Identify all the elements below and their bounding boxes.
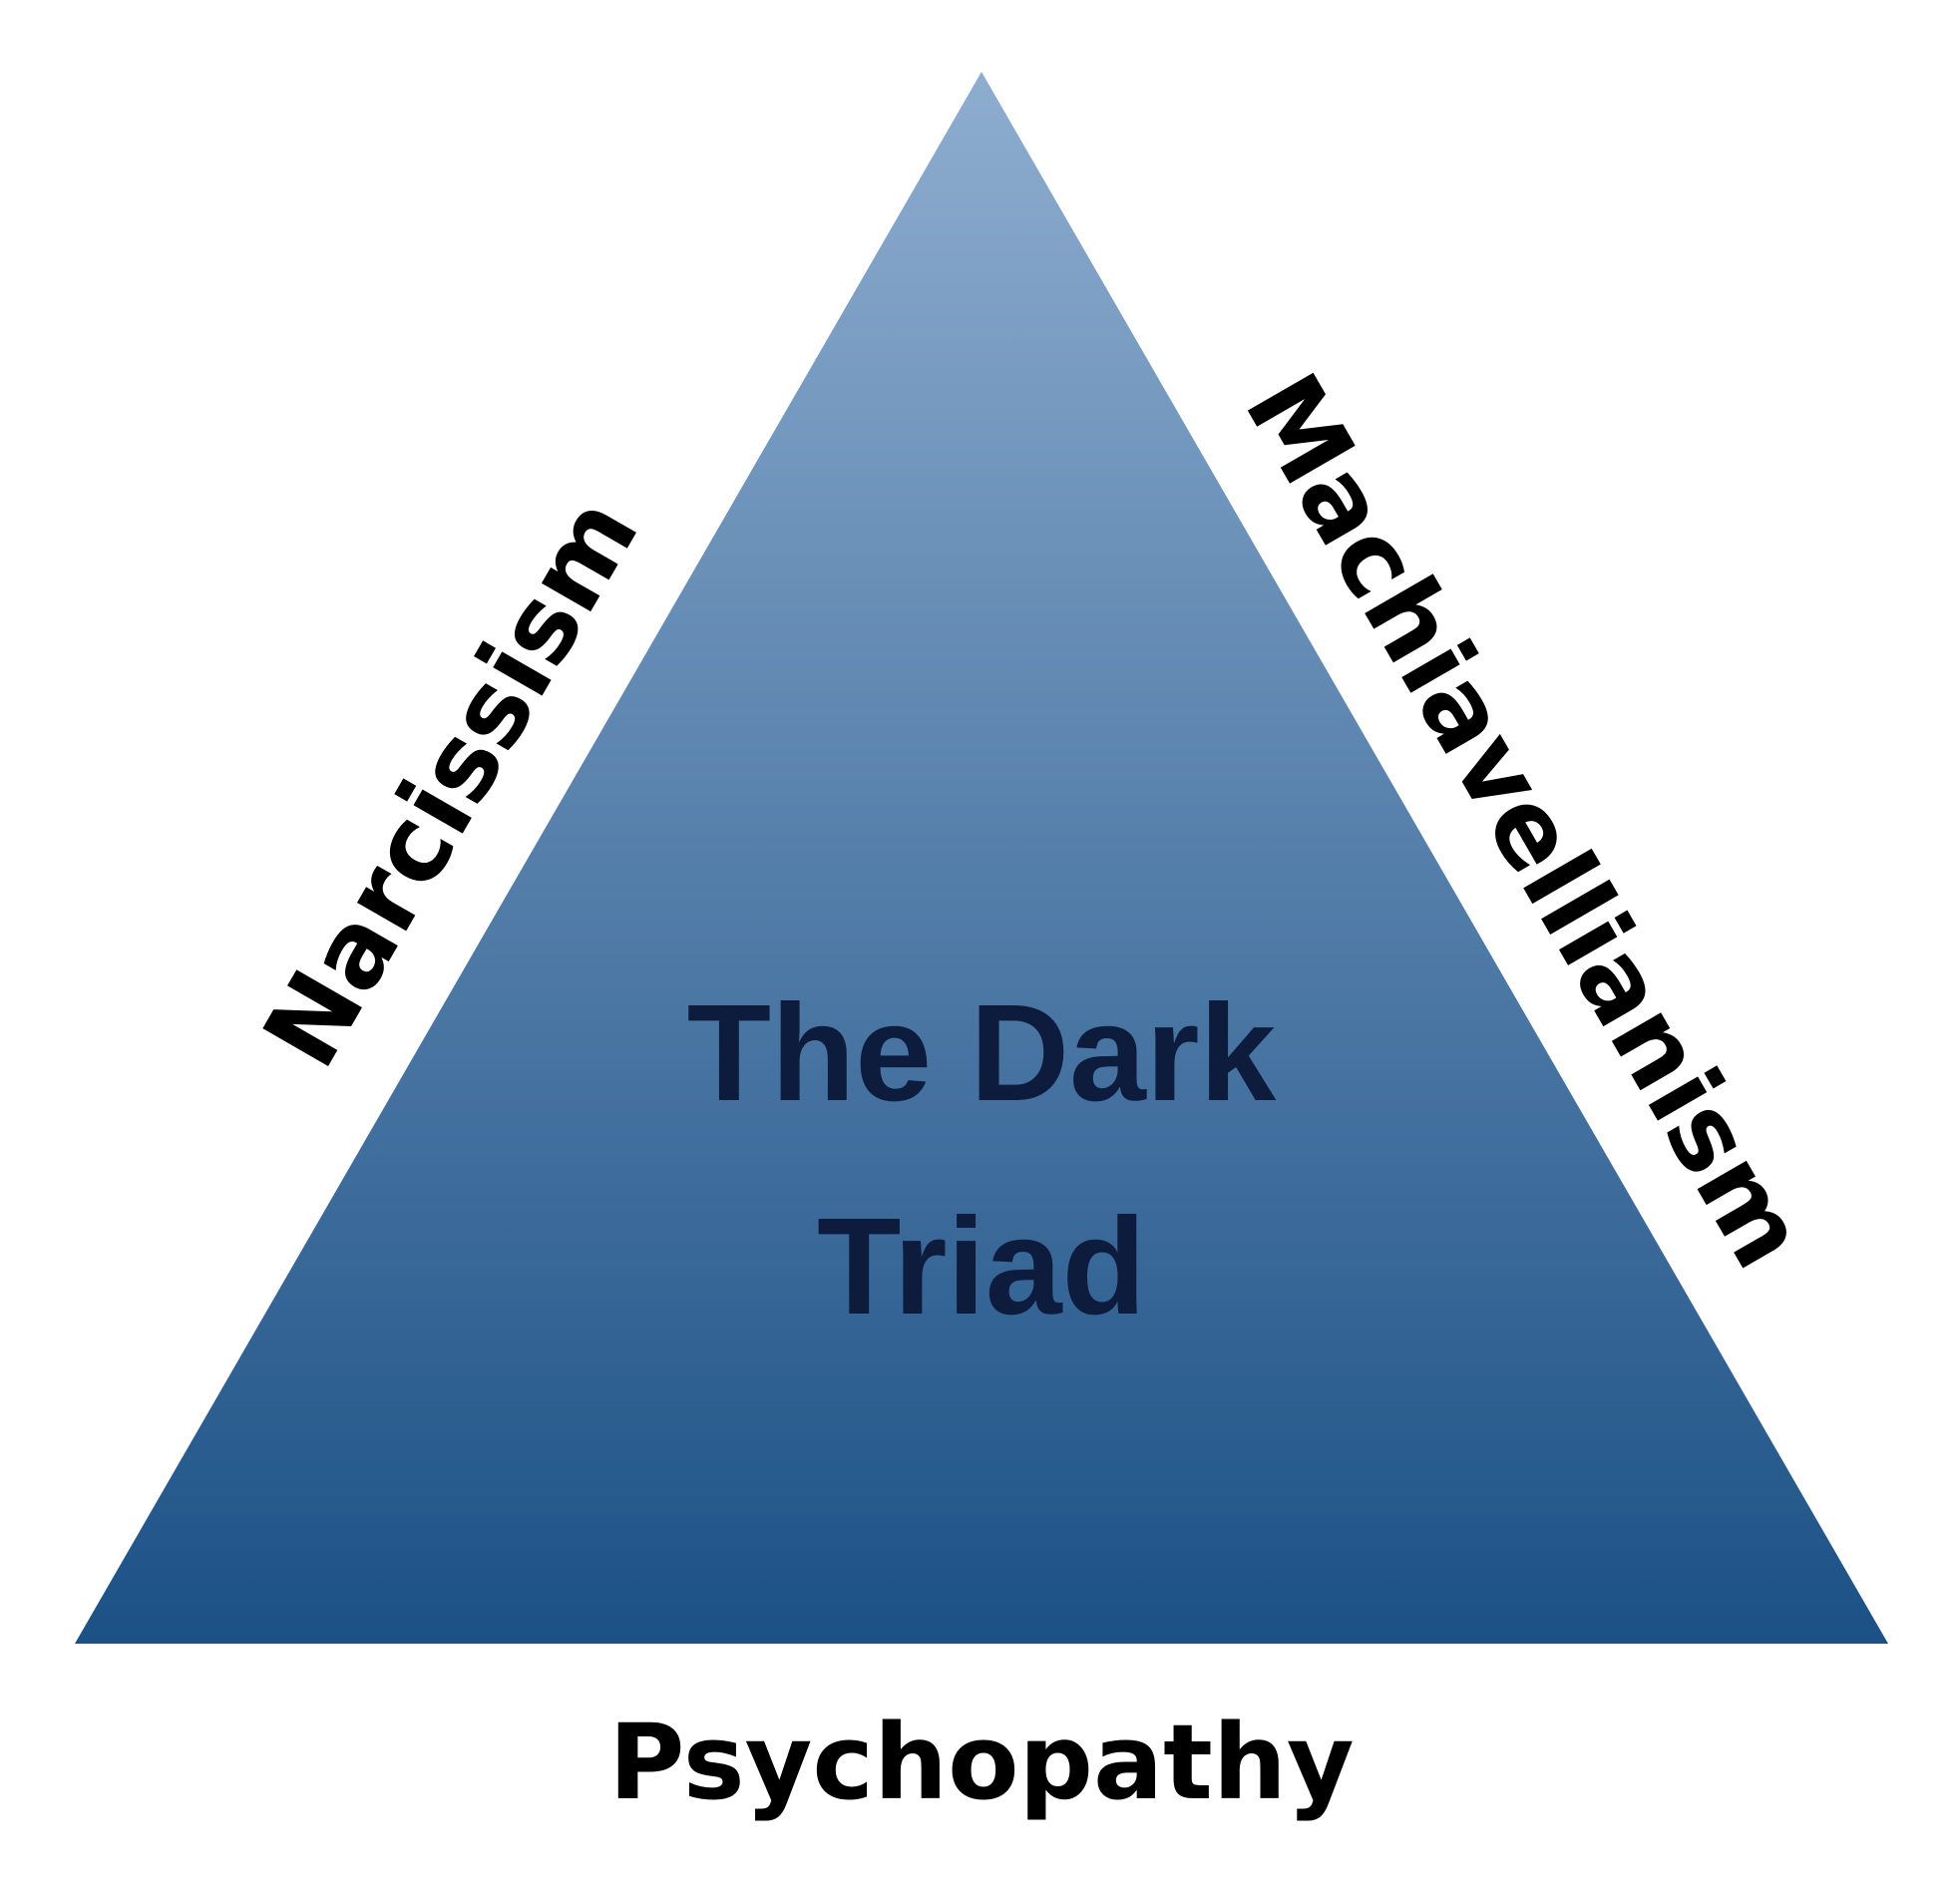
psychopathy-label: Psychopathy	[608, 1702, 1354, 1823]
center-title-line-2: Triad	[817, 1190, 1146, 1343]
triad-triangle	[75, 72, 1888, 1644]
center-title-line-1: The Dark	[687, 976, 1277, 1130]
